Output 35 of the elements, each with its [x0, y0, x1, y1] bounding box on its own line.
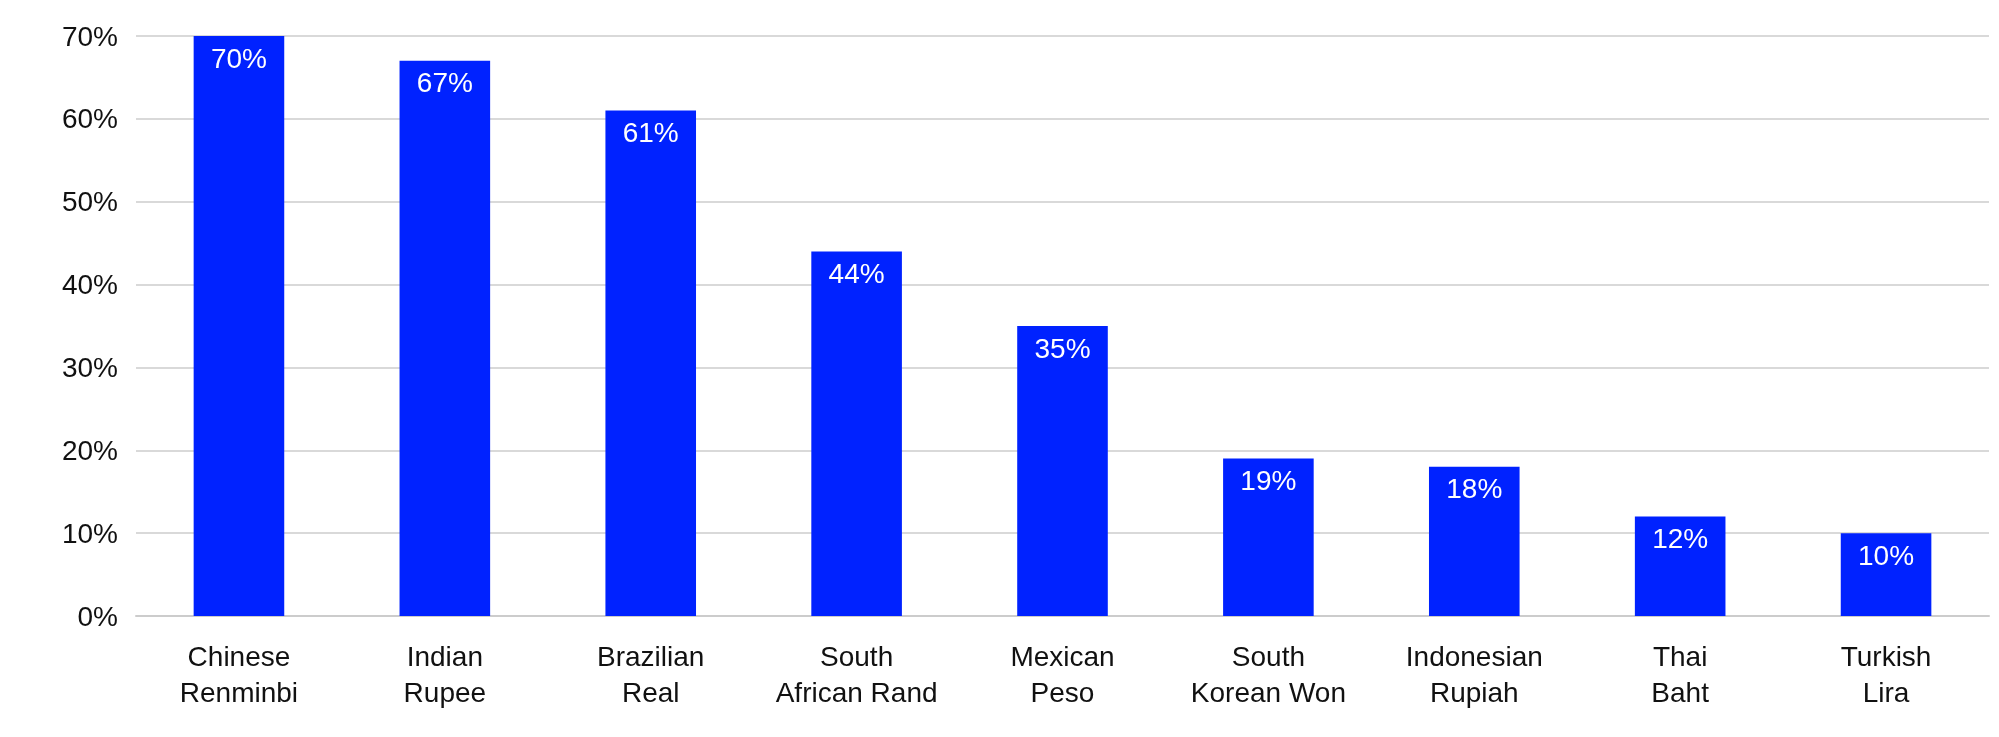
bar: [1017, 326, 1108, 616]
y-tick-label: 50%: [61, 186, 118, 218]
data-label: 44%: [828, 257, 885, 289]
x-tick-label: Brazilian Real: [597, 640, 705, 708]
x-tick-label: Chinese Renminbi: [179, 640, 299, 708]
data-label: 12%: [1652, 523, 1709, 555]
y-tick-label: 0%: [77, 600, 118, 632]
bar: [1223, 458, 1314, 616]
bar: [811, 251, 902, 616]
x-tick-label: Indian Rupee: [403, 640, 487, 708]
y-tick-label: 40%: [61, 269, 118, 301]
bar: [193, 36, 285, 616]
bar: [1840, 533, 1932, 616]
y-tick-label: 10%: [61, 517, 118, 549]
y-tick-label: 30%: [61, 351, 118, 383]
y-tick-label: 70%: [61, 20, 118, 52]
data-label: 70%: [210, 42, 267, 74]
bar: [1428, 466, 1520, 616]
data-label: 67%: [416, 67, 473, 99]
y-tick-label: 60%: [61, 103, 118, 135]
data-label: 10%: [1858, 539, 1915, 571]
data-label: 61%: [622, 117, 679, 149]
x-tick-label: South African Rand: [775, 640, 938, 708]
x-tick-label: Turkish Lira: [1840, 640, 1932, 708]
bar: [399, 60, 491, 616]
bar: [1634, 516, 1726, 616]
x-tick-label: Thai Baht: [1651, 640, 1710, 708]
y-tick-label: 20%: [61, 434, 118, 466]
x-tick-label: Mexican Peso: [1010, 640, 1115, 708]
bar: [605, 110, 697, 616]
data-label: 35%: [1034, 332, 1091, 364]
x-tick-label: South Korean Won: [1190, 640, 1346, 708]
x-tick-label: Indonesian Rupiah: [1405, 640, 1543, 708]
data-label: 18%: [1446, 473, 1503, 505]
data-label: 19%: [1240, 465, 1297, 497]
